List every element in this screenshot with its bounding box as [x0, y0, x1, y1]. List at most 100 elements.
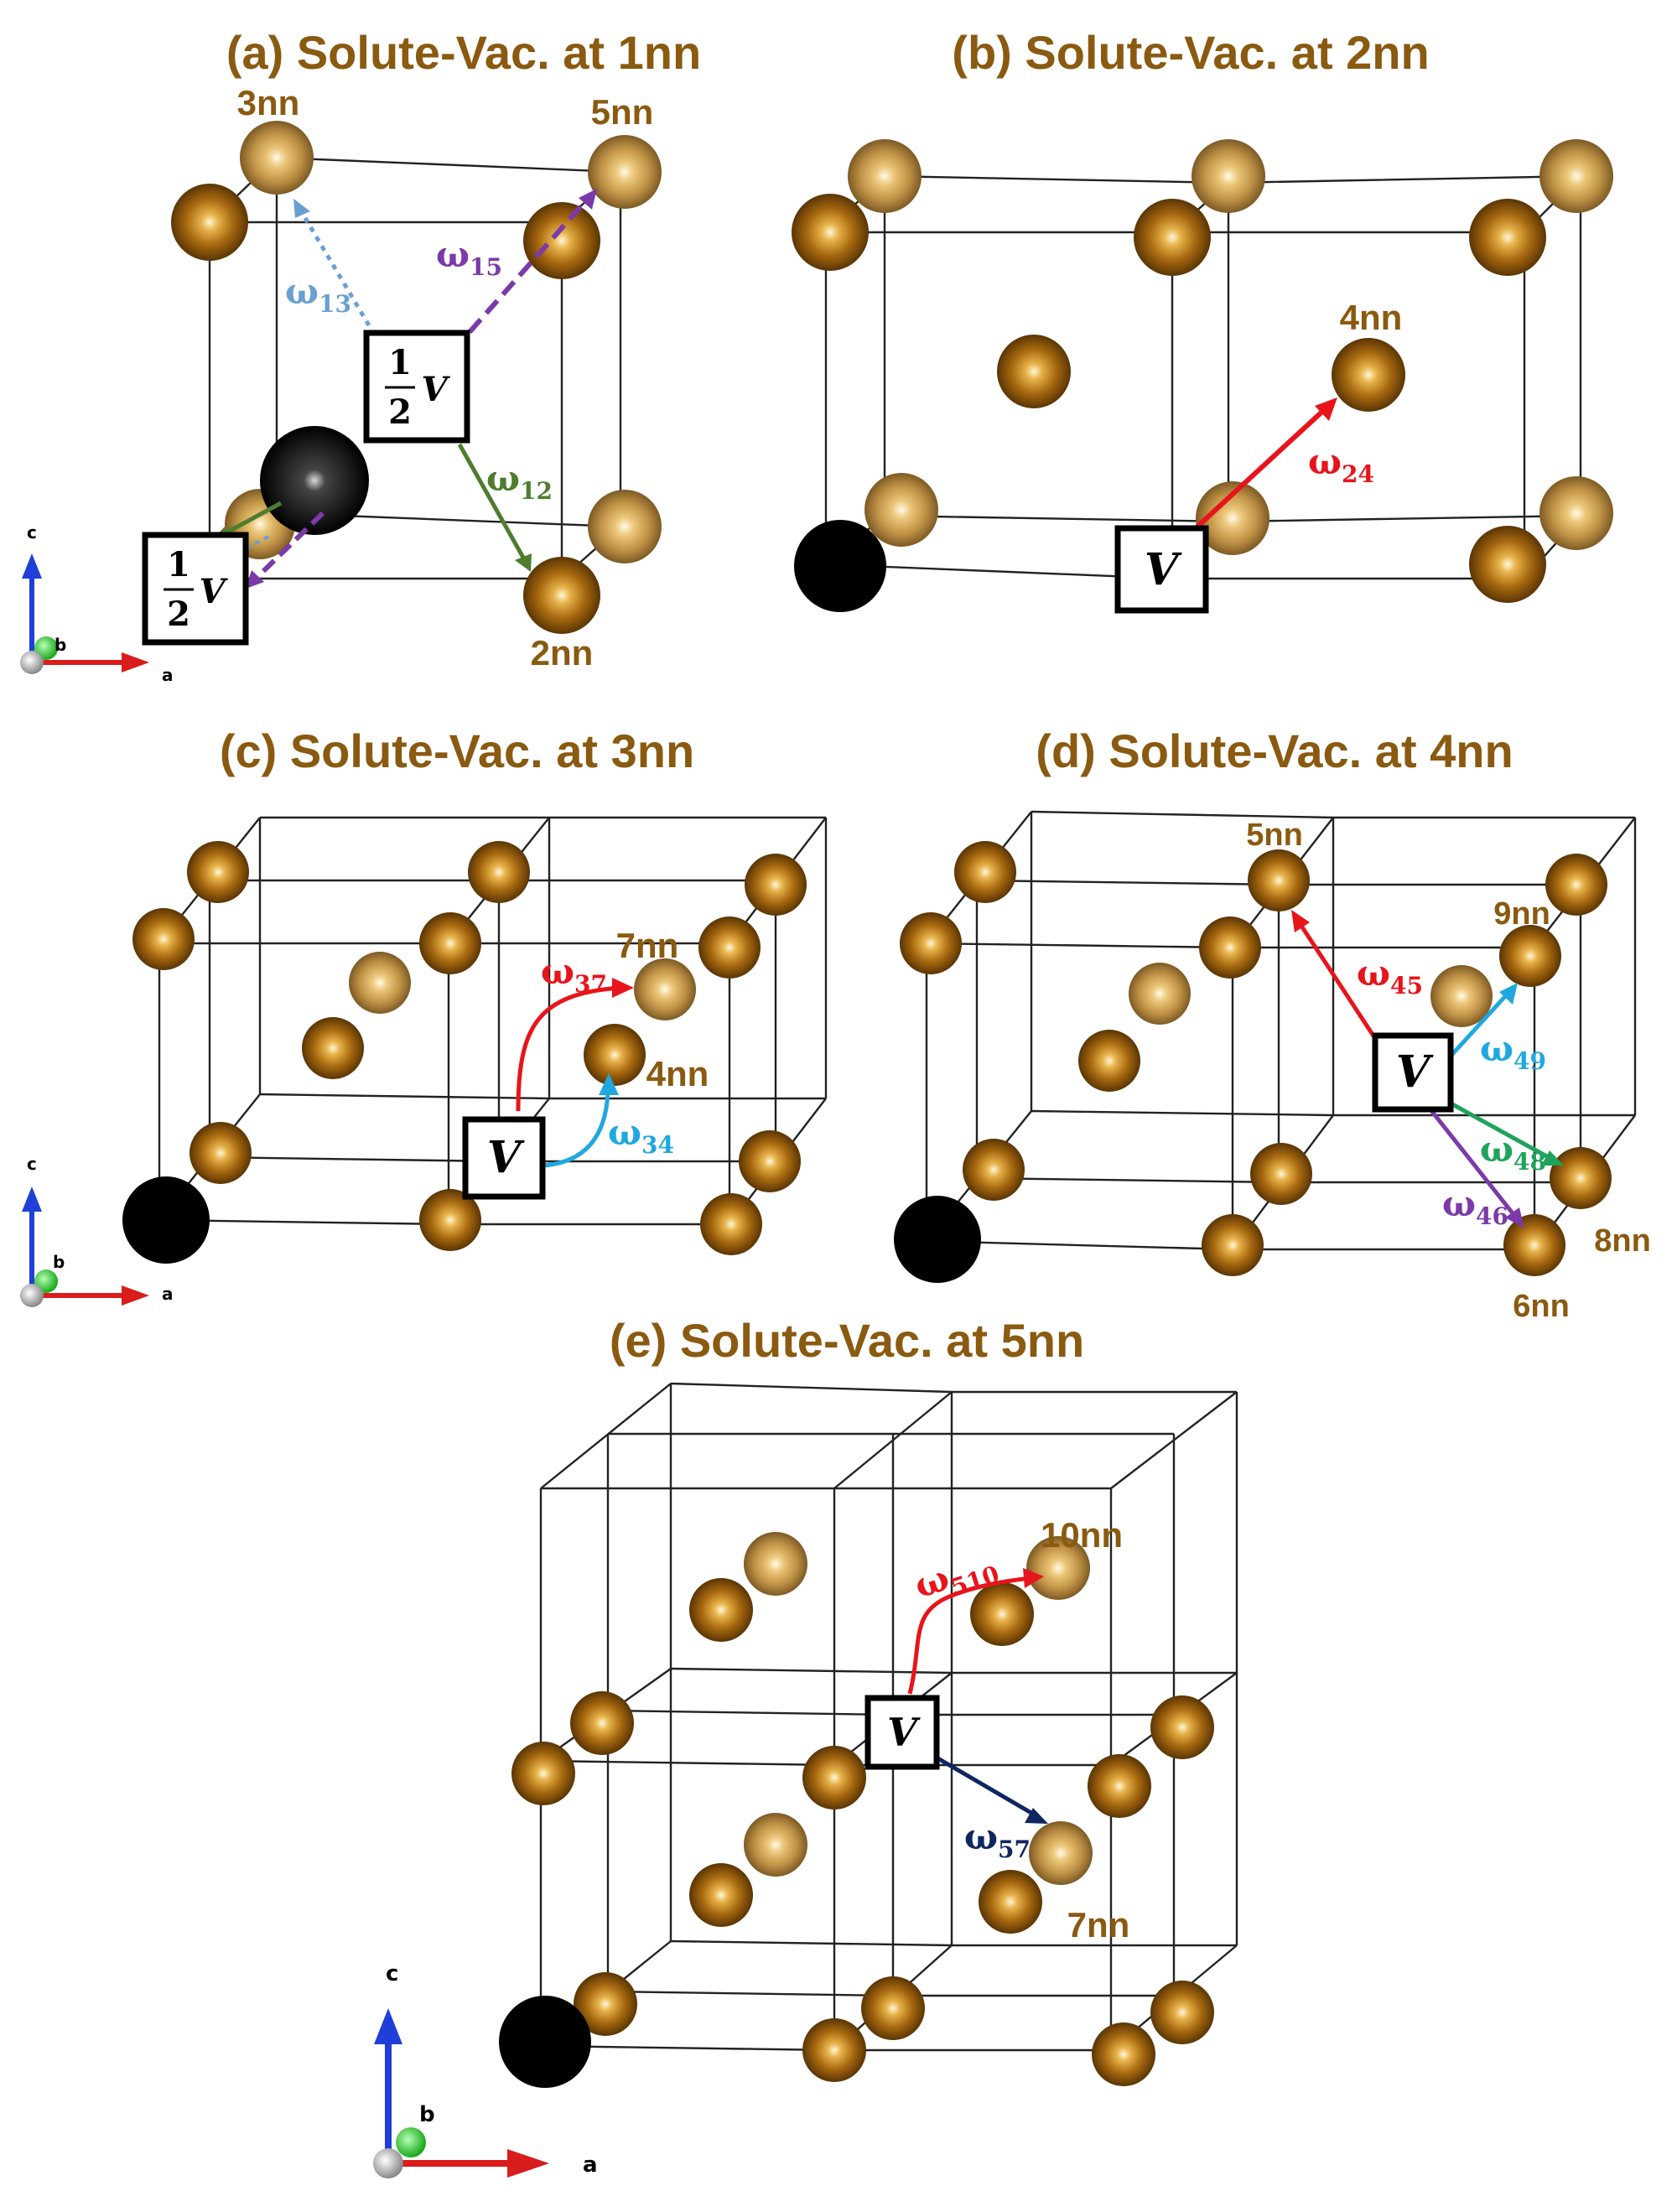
- svg-text:V: V: [887, 1710, 921, 1755]
- solute-atom: [260, 426, 369, 535]
- jump-arrow-w57: [929, 1752, 1037, 1818]
- atom: [900, 912, 962, 974]
- jump-label-w15: ω15: [436, 234, 502, 281]
- label-5nn: 5nn: [591, 92, 654, 132]
- solute-atom: [794, 520, 886, 612]
- svg-text:a: a: [162, 665, 174, 685]
- jump-arrow-w510: [907, 1576, 1032, 1695]
- jump-arrow-w49: [1445, 992, 1509, 1062]
- atom: [574, 1972, 637, 2036]
- atom: [997, 335, 1071, 408]
- panel-d-title: (d) Solute-Vac. at 4nn: [1036, 724, 1513, 777]
- jump-label-w24: ω24: [1308, 441, 1374, 488]
- jump-label-w48: ω48: [1480, 1129, 1546, 1176]
- label-3nn: 3nn: [237, 83, 300, 122]
- atom: [979, 1870, 1042, 1934]
- svg-text:c: c: [27, 1154, 37, 1174]
- atom: [1129, 963, 1191, 1025]
- atom: [744, 1813, 807, 1877]
- jump-label-w45: ω45: [1357, 953, 1423, 1000]
- panel-e-title: (e) Solute-Vac. at 5nn: [610, 1314, 1084, 1367]
- label-4nn: 4nn: [1340, 298, 1403, 337]
- atom: [1539, 139, 1613, 213]
- axis-triad: c b a: [20, 522, 174, 685]
- atom: [1088, 1754, 1151, 1818]
- svg-text:b: b: [53, 1252, 65, 1272]
- svg-text:V: V: [421, 370, 450, 409]
- atom: [588, 490, 662, 563]
- label-7nn: 7nn: [1067, 1905, 1130, 1945]
- atom: [1199, 916, 1261, 979]
- vacancy-box: V: [1114, 525, 1209, 614]
- atom: [634, 958, 696, 1020]
- panel-a: (a) Solute-Vac. at 1nn: [20, 26, 701, 685]
- svg-text:V: V: [199, 572, 228, 611]
- jump-arrow-blue-small: [230, 535, 269, 558]
- jump-label-w46: ω46: [1442, 1183, 1508, 1230]
- svg-text:V: V: [1396, 1046, 1434, 1098]
- atom: [588, 135, 662, 209]
- jump-label-w13: ω13: [285, 271, 351, 318]
- half-vacancy-box: 1 2 V: [363, 330, 470, 444]
- svg-text:a: a: [162, 1284, 174, 1304]
- label-10nn: 10nn: [1041, 1515, 1123, 1555]
- jump-label-w34: ω34: [608, 1112, 674, 1159]
- label-5nn: 5nn: [1246, 818, 1303, 853]
- atom: [1469, 199, 1546, 276]
- jump-arrow-purple-small: [253, 511, 325, 581]
- atom: [954, 841, 1016, 903]
- atom: [1026, 1536, 1090, 1600]
- atom: [584, 1024, 646, 1086]
- svg-text:V: V: [1145, 544, 1182, 595]
- atom: [570, 1691, 634, 1755]
- panel-d: (d) Solute-Vac. at 4nn: [894, 724, 1651, 1324]
- atom: [970, 1582, 1034, 1646]
- atom: [1499, 925, 1561, 987]
- atom: [1545, 854, 1607, 916]
- jump-arrow-w15: [467, 198, 589, 334]
- jump-label-w12: ω12: [486, 458, 553, 505]
- vacancy-box: V: [1372, 1032, 1454, 1113]
- atom: [802, 1746, 866, 1810]
- vacancy-box: V: [864, 1695, 940, 1770]
- svg-text:1: 1: [388, 343, 412, 382]
- label-4nn: 4nn: [646, 1054, 709, 1093]
- atom: [698, 916, 761, 979]
- atom: [689, 1578, 753, 1642]
- solute-atom: [122, 1176, 210, 1264]
- atom: [1150, 1695, 1214, 1759]
- jump-arrow-w24: [1184, 407, 1327, 539]
- jump-arrow-w13: [295, 204, 371, 327]
- label-6nn: 6nn: [1513, 1289, 1570, 1324]
- atom: [419, 1189, 481, 1251]
- panel-a-title: (a) Solute-Vac. at 1nn: [226, 26, 701, 79]
- svg-text:1: 1: [167, 545, 190, 584]
- atom: [745, 854, 807, 916]
- jump-arrow-w34: [543, 1085, 610, 1168]
- atom: [1430, 965, 1493, 1027]
- atom: [864, 473, 938, 547]
- atom: [1248, 849, 1310, 911]
- atom: [739, 1130, 801, 1192]
- panel-b: (b) Solute-Vac. at 2nn: [792, 26, 1613, 614]
- atom: [744, 1532, 807, 1596]
- atom: [689, 1863, 753, 1927]
- svg-text:c: c: [27, 522, 37, 543]
- atom: [419, 912, 481, 974]
- atom: [523, 202, 600, 279]
- atom: [523, 557, 600, 634]
- atom: [240, 121, 314, 195]
- atom: [792, 194, 869, 271]
- atom: [1503, 1214, 1565, 1276]
- half-vacancy-box: 1 2 V: [142, 532, 249, 646]
- panel-b-title: (b) Solute-Vac. at 2nn: [952, 26, 1429, 79]
- jump-label-w49: ω49: [1480, 1028, 1546, 1075]
- atom: [171, 184, 248, 261]
- atom: [1150, 1981, 1214, 2044]
- atom: [302, 1017, 364, 1079]
- atom: [1196, 481, 1269, 555]
- jump-arrow-green-small: [221, 501, 283, 537]
- atom: [1192, 139, 1265, 213]
- atom: [1029, 1821, 1093, 1885]
